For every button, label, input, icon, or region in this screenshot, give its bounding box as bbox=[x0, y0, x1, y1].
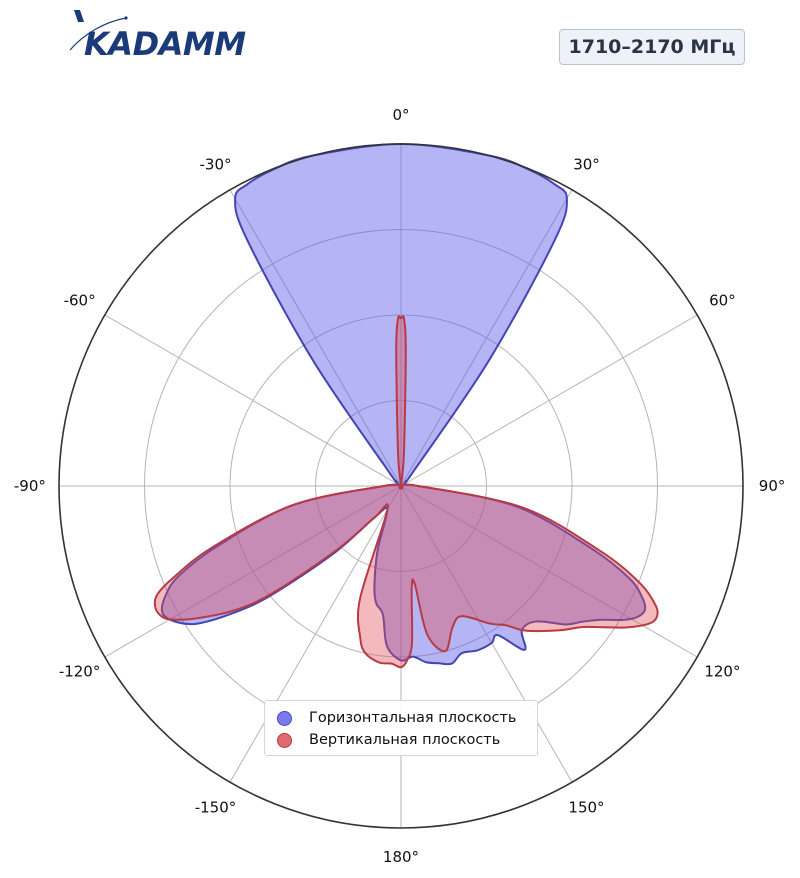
angle-gridline-210 bbox=[229, 485, 402, 783]
angle-tick-label-3: 90° bbox=[759, 477, 786, 495]
angle-gridline-120 bbox=[400, 485, 698, 658]
legend-marker-vertical bbox=[277, 732, 292, 748]
polar-outer-ring bbox=[58, 143, 744, 829]
legend-marker-horizontal bbox=[277, 710, 292, 726]
angle-gridline-240 bbox=[104, 485, 402, 658]
angle-tick-label-1: 30° bbox=[573, 156, 600, 174]
angle-tick-label-9: -90° bbox=[14, 477, 46, 495]
angle-tick-label-0: 0° bbox=[392, 106, 409, 124]
angle-tick-label-5: 150° bbox=[568, 798, 604, 816]
angle-gridline-30 bbox=[400, 189, 573, 487]
angle-tick-label-8: -120° bbox=[59, 663, 101, 681]
angle-tick-label-2: 60° bbox=[709, 292, 736, 310]
angle-gridline-330 bbox=[229, 189, 402, 487]
logo-swoosh bbox=[69, 17, 127, 51]
angle-tick-labels: 0° 30° 60° 90° 120° 150° 180° -150° -120° -90° -60… bbox=[14, 106, 785, 866]
angle-gridline-300 bbox=[104, 314, 402, 487]
frequency-badge: 1710–2170 МГц bbox=[559, 29, 745, 65]
angle-tick-label-6: 180° bbox=[383, 848, 419, 866]
legend-item-horizontal: Горизонтальная плоскость bbox=[277, 708, 516, 728]
series-vertical-pattern bbox=[153, 315, 659, 669]
angle-tick-label-7: -150° bbox=[195, 798, 237, 816]
angle-gridline-60 bbox=[400, 314, 698, 487]
logo-leaf bbox=[74, 10, 84, 22]
legend-label-vertical: Вертикальная плоскость bbox=[309, 732, 501, 748]
kadamm-logo: KADAMM bbox=[69, 10, 247, 60]
logo-dot bbox=[124, 16, 128, 20]
angle-tick-label-11: -30° bbox=[200, 156, 232, 174]
angle-tick-label-10: -60° bbox=[64, 292, 96, 310]
legend-item-vertical: Вертикальная плоскость bbox=[277, 730, 500, 750]
logo-text: KADAMM bbox=[84, 25, 246, 60]
angle-gridline-150 bbox=[400, 485, 573, 783]
legend: Горизонтальная плоскость Вертикальная пл… bbox=[264, 700, 538, 756]
legend-label-horizontal: Горизонтальная плоскость bbox=[309, 710, 517, 726]
series-layer bbox=[153, 143, 659, 669]
angle-tick-label-4: 120° bbox=[704, 663, 740, 681]
